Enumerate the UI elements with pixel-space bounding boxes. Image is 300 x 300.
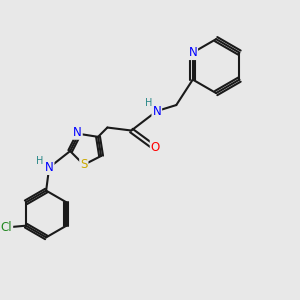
Text: H: H	[36, 156, 43, 166]
Text: N: N	[188, 46, 197, 59]
Text: N: N	[152, 105, 161, 118]
Text: O: O	[151, 140, 160, 154]
Text: H: H	[145, 98, 152, 108]
Text: S: S	[80, 158, 88, 171]
Text: Cl: Cl	[1, 221, 12, 234]
Text: N: N	[45, 161, 53, 174]
Text: N: N	[73, 126, 82, 139]
